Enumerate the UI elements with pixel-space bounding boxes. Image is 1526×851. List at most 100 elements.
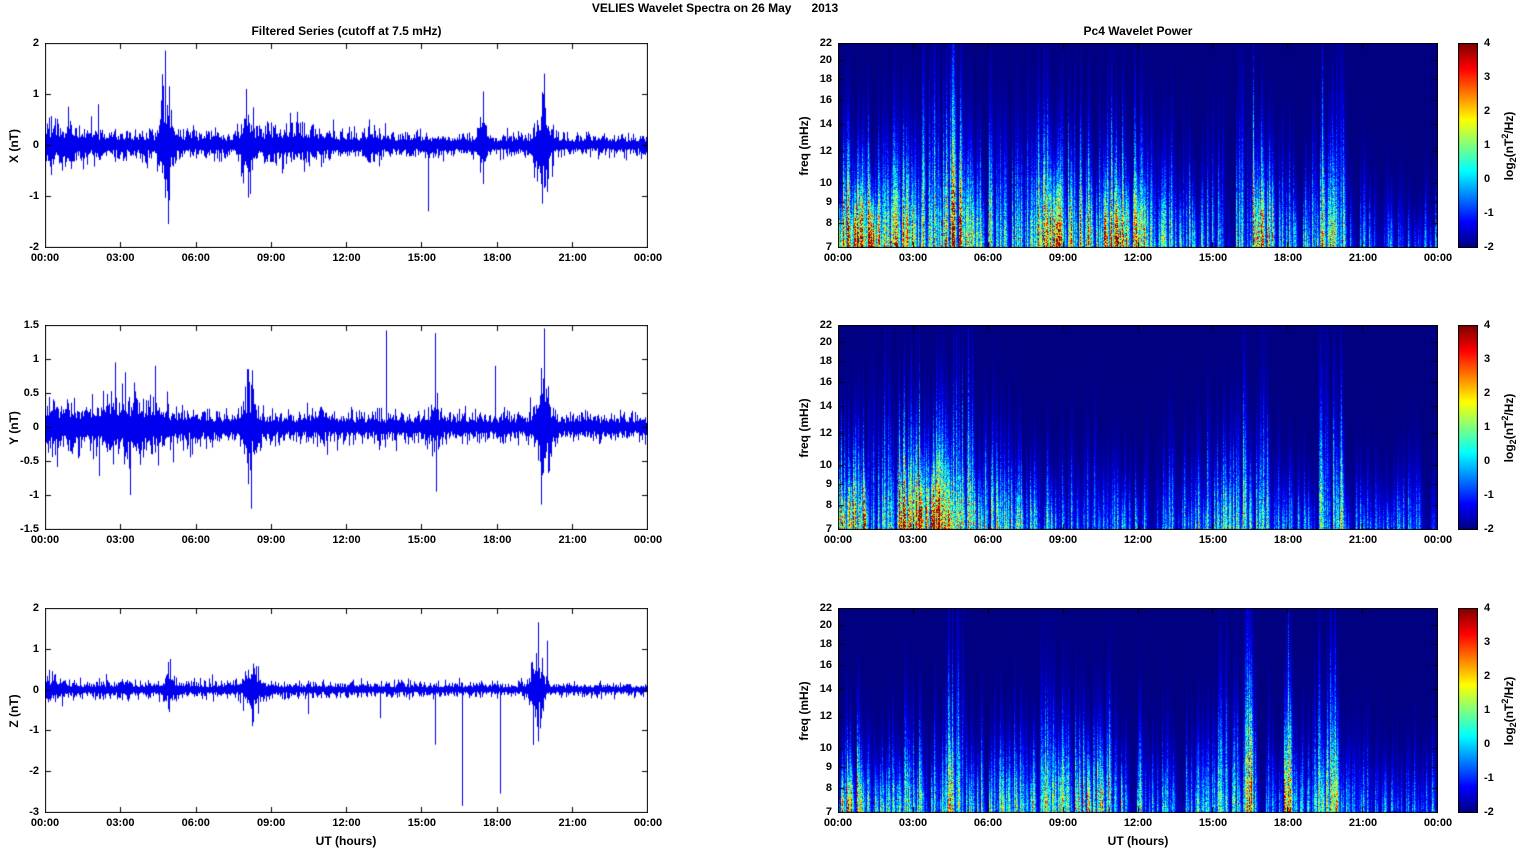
tick-label: 16 (819, 658, 832, 671)
tick-label: 3 (1484, 636, 1491, 648)
tick-label: 12 (819, 426, 832, 439)
colorbar-z: 4 3 2 1 0 -1 -2 log2(nT2/Hz) (1458, 602, 1526, 818)
tick-label: 4 (1484, 602, 1491, 614)
tick-label: 00:00 (633, 534, 663, 546)
tick-label: 0 (32, 683, 39, 696)
tick-label: 9 (825, 196, 832, 209)
tick-label: 3 (1484, 353, 1491, 365)
tick-label: 00:00 (633, 817, 663, 829)
tick-label: 15:00 (407, 817, 436, 829)
tick-label: 10 (819, 177, 832, 190)
tick-label: 00:00 (823, 817, 853, 829)
tick-label: 15:00 (1198, 534, 1228, 546)
tick-label: 12 (819, 144, 832, 157)
tick-label: 7 (825, 523, 832, 535)
tick-label: 4 (1484, 37, 1491, 49)
tick-label: 0 (1484, 173, 1491, 185)
colorbar-z-label: log2(nT2/Hz) (1500, 676, 1518, 745)
tick-label: 2 (32, 602, 39, 614)
panel-wavelet-x: Pc4 Wavelet Power freq (mHz) 22 20 18 16 14 1… (797, 24, 1518, 264)
colorbar-x: 4 3 2 1 0 -1 -2 log2(nT2/Hz) (1458, 37, 1526, 253)
tick-label: 16 (819, 375, 832, 388)
tick-label: 09:00 (1048, 817, 1078, 829)
tick-label: 00:00 (1423, 817, 1453, 829)
tick-label: 18 (819, 637, 832, 650)
tick-label: 12 (819, 709, 832, 722)
tick-label: -1 (29, 724, 39, 737)
tick-label: -2 (1484, 806, 1494, 818)
tick-label: 14 (819, 682, 832, 695)
colorbar-label-text: log (1501, 726, 1516, 745)
tick-label: 9 (825, 761, 832, 774)
tick-label: -2 (29, 765, 39, 778)
tick-label: 2 (1484, 387, 1491, 399)
series-xaxis-label: UT (hours) (315, 834, 377, 848)
tick-label: 12:00 (332, 252, 361, 264)
tick-label: 1 (1484, 704, 1491, 716)
tick-label: 0.5 (23, 387, 39, 399)
colorbar-label-subscript: 2 (1508, 156, 1519, 162)
tick-label: -1.5 (20, 523, 39, 535)
tick-label: -1 (29, 190, 39, 202)
tick-label: 09:00 (1048, 534, 1078, 546)
figure-title: VELIES Wavelet Spectra on 26 May 2013 (591, 1, 839, 15)
tick-label: 21:00 (1348, 252, 1378, 264)
tick-label: 15:00 (1198, 817, 1228, 829)
tick-label: 15:00 (1198, 252, 1228, 264)
tick-label: 22 (819, 37, 832, 49)
tick-label: 10 (819, 742, 832, 755)
tick-label: -0.5 (20, 455, 39, 467)
tick-label: 00:00 (30, 252, 60, 264)
colorbar-label-superscript: 2 (1499, 698, 1510, 704)
tick-label: 00:00 (633, 252, 663, 264)
tick-label: 16 (819, 93, 832, 106)
tick-label: 12:00 (1123, 817, 1153, 829)
tick-label: 03:00 (898, 534, 928, 546)
colorbar-label-text: (nT (1501, 703, 1516, 722)
tick-label: 2 (1484, 670, 1491, 682)
tick-label: 21:00 (1348, 534, 1378, 546)
tick-label: 8 (825, 499, 832, 512)
colorbar-label-text: /Hz) (1501, 393, 1516, 416)
tick-label: 18:00 (1273, 817, 1303, 829)
wavelet-z-spectrogram (838, 608, 1438, 813)
tick-label: -2 (29, 241, 39, 253)
tick-label: 06:00 (181, 534, 210, 546)
tick-label: 18 (819, 354, 832, 367)
panel-series-x: Filtered Series (cutoff at 7.5 mHz) X (n… (7, 24, 662, 264)
tick-label: -3 (29, 806, 39, 818)
tick-label: 06:00 (973, 817, 1003, 829)
colorbar-label-subscript: 2 (1508, 438, 1519, 444)
tick-label: 22 (819, 319, 832, 331)
tick-label: 09:00 (1048, 252, 1078, 264)
tick-label: 06:00 (181, 252, 210, 264)
tick-label: 1 (1484, 139, 1491, 151)
tick-label: 12:00 (332, 534, 361, 546)
tick-label: 7 (825, 806, 832, 818)
colorbar-label-text: (nT (1501, 138, 1516, 157)
wavelet-column-title: Pc4 Wavelet Power (1083, 24, 1193, 38)
tick-label: -1 (1484, 489, 1494, 501)
tick-label: 0 (1484, 738, 1491, 750)
tick-label: -2 (1484, 523, 1494, 535)
colorbar-x-label: log2(nT2/Hz) (1500, 111, 1518, 180)
tick-label: 4 (1484, 319, 1491, 331)
tick-label: 03:00 (898, 252, 928, 264)
tick-label: 15:00 (407, 534, 436, 546)
colorbar-label-subscript: 2 (1508, 721, 1519, 727)
panel-series-y: Y (nT) 1.5 1 0.5 0 -0.5 -1 -1.5 00:00 03:00 06:0… (7, 319, 662, 546)
tick-label: 2 (1484, 105, 1491, 117)
tick-label: 03:00 (106, 534, 135, 546)
colorbar-label-text: /Hz) (1501, 111, 1516, 134)
tick-label: 21:00 (558, 252, 587, 264)
tick-label: 06:00 (973, 534, 1003, 546)
tick-label: 21:00 (1348, 817, 1378, 829)
colorbar-y: 4 3 2 1 0 -1 -2 log2(nT2/Hz) (1458, 319, 1526, 535)
wavelet-xaxis-label: UT (hours) (1107, 834, 1169, 848)
tick-label: 20 (819, 53, 832, 66)
colorbar-y-gradient (1458, 325, 1478, 530)
panel-wavelet-y: freq (mHz) 22 20 18 16 14 12 10 9 8 7 00:00 03:00 0… (797, 319, 1518, 546)
panel-wavelet-z: freq (mHz) 22 20 18 16 14 12 10 9 8 7 00:00 03:00 0… (797, 602, 1518, 848)
colorbar-label-superscript: 2 (1499, 415, 1510, 421)
